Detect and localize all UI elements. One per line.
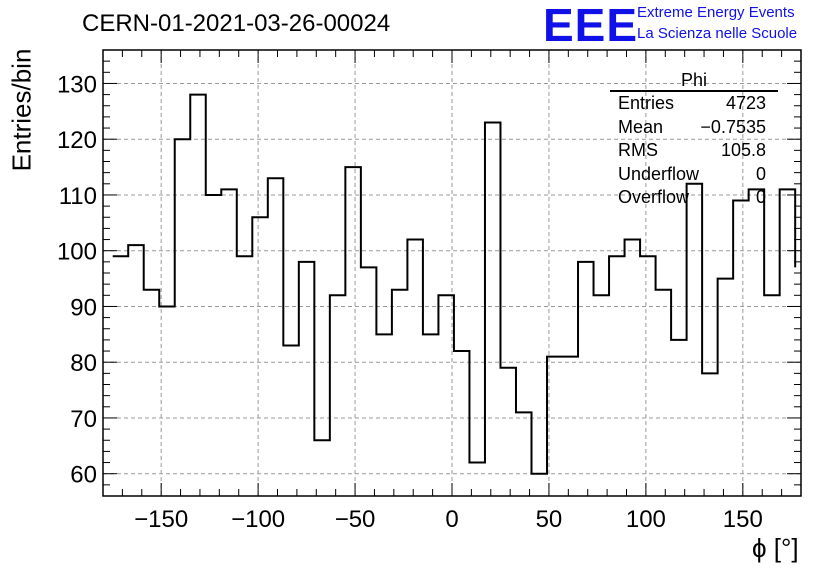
y-tick-label: 70 [70,406,97,433]
histogram-bin [609,256,625,496]
histogram-bin [252,217,268,496]
stats-row: RMS 105.8 [610,139,778,163]
histogram-bin [438,295,454,496]
histogram-bin [749,189,765,496]
stats-row: Underflow 0 [610,163,778,187]
y-tick-label: 120 [57,127,97,154]
histogram-bin [190,95,206,496]
stats-row-value: 105.8 [720,140,766,160]
histogram-bin [361,267,377,496]
stats-row-value: 0 [755,163,766,184]
histogram-bin [407,240,423,496]
x-tick-label: −150 [134,506,188,533]
x-axis-label: ϕ [°] [752,533,799,563]
stats-row-value: 4723 [725,93,766,113]
histogram-bin [485,122,501,496]
stats-row: Mean −0.7535 [610,116,778,140]
chart-title: CERN-01-2021-03-26-00024 [82,10,391,37]
histogram-bin [128,245,144,496]
histogram-bin [594,295,610,496]
y-tick-label: 60 [70,462,97,489]
histogram-bin [221,189,237,496]
brand-line-2: La Scienza nelle Scuole [637,25,798,42]
y-tick-label: 110 [59,183,97,210]
stats-row-label: Entries [618,93,675,113]
stats-box: Phi Entries 4723 Mean −0.7535 RMS 105.8 Underf… [610,68,778,210]
histogram-bin [376,334,392,496]
y-axis-label: Entries/bin [6,48,37,172]
histogram-bin [656,290,672,496]
histogram-bin [268,178,284,496]
x-tick-label: −100 [231,506,285,533]
histogram-bin [314,440,330,496]
y-tick-label: 90 [70,294,97,321]
brand-logo: EEE [543,0,639,51]
histogram-bin [113,256,129,496]
histogram-bin [625,240,641,496]
x-tick-label: 100 [626,506,666,533]
histogram-bin [640,256,656,496]
histogram-bin [237,256,253,496]
histogram-bin [764,295,780,496]
histogram-bin [423,334,439,496]
histogram-bin [733,201,749,496]
histogram-bin [516,412,532,496]
histogram-bin [345,167,361,496]
histogram-bin [702,373,718,496]
histogram-bin [454,351,470,496]
stats-row-value: −0.7535 [700,116,766,137]
stats-row-label: RMS [618,140,658,160]
y-tick-label: 80 [70,350,97,377]
x-tick-label: 50 [536,506,563,533]
histogram-bin [144,290,160,496]
histogram-bin [718,279,734,496]
histogram-bin [159,306,175,496]
brand-line-1: Extreme Energy Events [637,4,795,21]
histogram-bin [547,357,563,496]
histogram-bin [283,345,299,496]
histogram-bin [206,195,222,496]
x-tick-label: −50 [335,506,376,533]
histogram-bin [330,295,346,496]
histogram-bin [500,368,516,496]
stats-row-label: Overflow [618,187,690,207]
histogram-bin [299,262,315,496]
histogram-bin [671,340,687,496]
histogram-bin [578,262,594,496]
stats-row: Overflow 0 [610,186,778,210]
y-tick-label: 130 [57,71,97,98]
histogram-bin [563,357,579,496]
x-tick-label: 0 [445,506,458,533]
y-tick-label: 100 [57,239,97,266]
histogram-bin [780,189,796,496]
stats-row-label: Mean [618,116,664,137]
histogram-bin [175,139,191,496]
stats-row-value: 0 [755,187,766,207]
histogram-series [112,93,797,475]
x-tick-label: 150 [723,506,763,533]
stats-row-label: Underflow [618,163,700,184]
stats-title: Phi [610,68,778,92]
histogram-bin [392,290,408,496]
stats-row: Entries 4723 [610,92,778,116]
histogram-bin [687,184,703,496]
histogram-bin [531,474,547,496]
